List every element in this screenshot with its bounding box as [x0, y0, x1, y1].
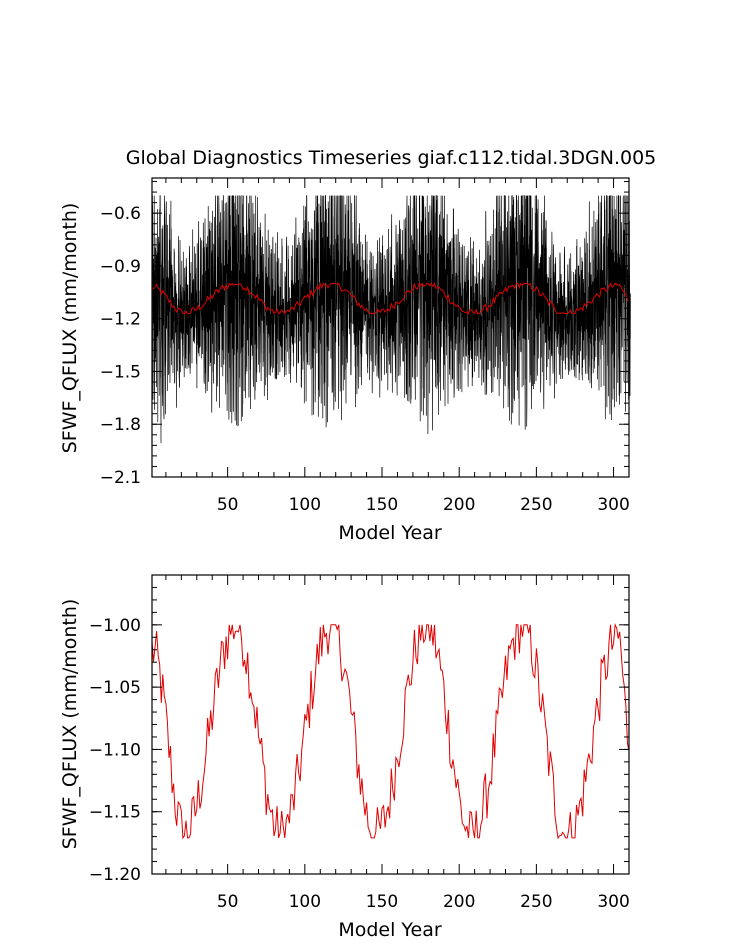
- bottom-panel: 50 100 150 200 250 300 −1.20 −1.15 −1.10 −1.05 −1.…: [59, 574, 630, 941]
- x-tick-label: 300: [597, 892, 629, 912]
- y-tick-label: −1.10: [89, 740, 141, 760]
- x-tick-label: 150: [366, 892, 398, 912]
- y-tick-label: −0.6: [100, 204, 141, 224]
- plot-frame: [151, 574, 630, 875]
- y-tick-label: −0.9: [100, 257, 141, 277]
- annual-mean-series: [151, 622, 630, 840]
- y-tick-label: −1.5: [100, 362, 141, 382]
- x-tick-label: 200: [443, 495, 475, 515]
- x-tick-label: 250: [520, 892, 552, 912]
- annual-mean-series-line: [151, 622, 630, 840]
- y-tick-label: −1.20: [89, 865, 141, 885]
- x-tick-label: 200: [443, 892, 475, 912]
- y-tick-label: −1.2: [100, 310, 141, 330]
- monthly-series: [151, 194, 631, 444]
- bottom-axes: 50 100 150 200 250 300 −1.20 −1.15 −1.10 −1.05 −1.…: [89, 574, 630, 912]
- top-x-axis-label: Model Year: [338, 522, 442, 544]
- x-tick-label: 150: [366, 495, 398, 515]
- y-tick-label: −1.00: [89, 616, 141, 636]
- x-tick-label: 100: [289, 495, 321, 515]
- y-tick-label: −1.05: [89, 678, 141, 698]
- x-tick-label: 300: [597, 495, 629, 515]
- y-tick-label: −2.1: [100, 468, 141, 488]
- y-tick-label: −1.8: [100, 415, 141, 435]
- chart-title: Global Diagnostics Timeseries giaf.c112.…: [126, 147, 657, 169]
- x-tick-label: 250: [520, 495, 552, 515]
- top-y-axis-label: SFWF_QFLUX (mm/month): [59, 203, 81, 454]
- x-tick-label: 100: [289, 892, 321, 912]
- annual-mean-series-line: [151, 282, 630, 315]
- annual-mean-series: [151, 282, 630, 315]
- top-panel: Global Diagnostics Timeseries giaf.c112.…: [59, 147, 656, 544]
- bottom-x-axis-label: Model Year: [338, 919, 442, 941]
- monthly-series-line: [151, 194, 631, 444]
- x-tick-label: 50: [217, 892, 239, 912]
- y-tick-label: −1.15: [89, 803, 141, 823]
- plot-frame: [151, 177, 630, 478]
- x-tick-label: 50: [217, 495, 239, 515]
- bottom-y-axis-label: SFWF_QFLUX (mm/month): [59, 599, 81, 850]
- top-axes: 50 100 150 200 250 300 −2.1 −1.8 −1.5 −1.2 −0.9 −0.…: [100, 177, 630, 515]
